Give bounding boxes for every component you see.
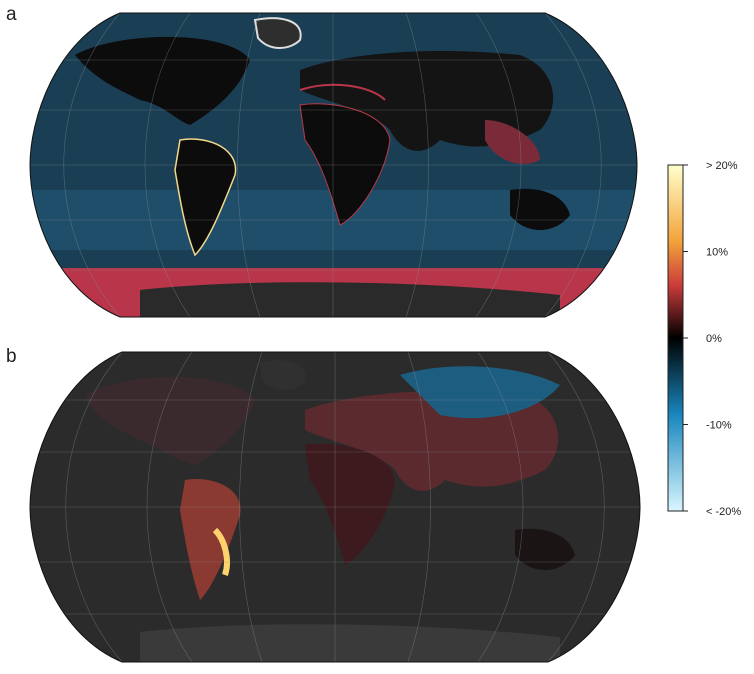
map-a xyxy=(30,13,637,317)
colorbar xyxy=(667,164,684,512)
map-outline xyxy=(29,351,641,663)
colorbar-tick-label: > 20% xyxy=(706,160,738,172)
panel-label: a xyxy=(6,4,17,25)
colorbar-tick-label: 0% xyxy=(706,333,722,345)
map-outline xyxy=(29,12,638,318)
colorbar-tick-label: < -20% xyxy=(706,506,741,518)
graticule-b xyxy=(30,352,640,662)
colorbar-tick-label: -10% xyxy=(706,420,732,432)
graticule-a xyxy=(30,13,637,317)
panel-label: b xyxy=(6,346,17,367)
colorbar-ticks: > 20% 10% 0% -10% < -20% xyxy=(683,160,741,518)
colorbar-tick-label: 10% xyxy=(706,247,728,259)
